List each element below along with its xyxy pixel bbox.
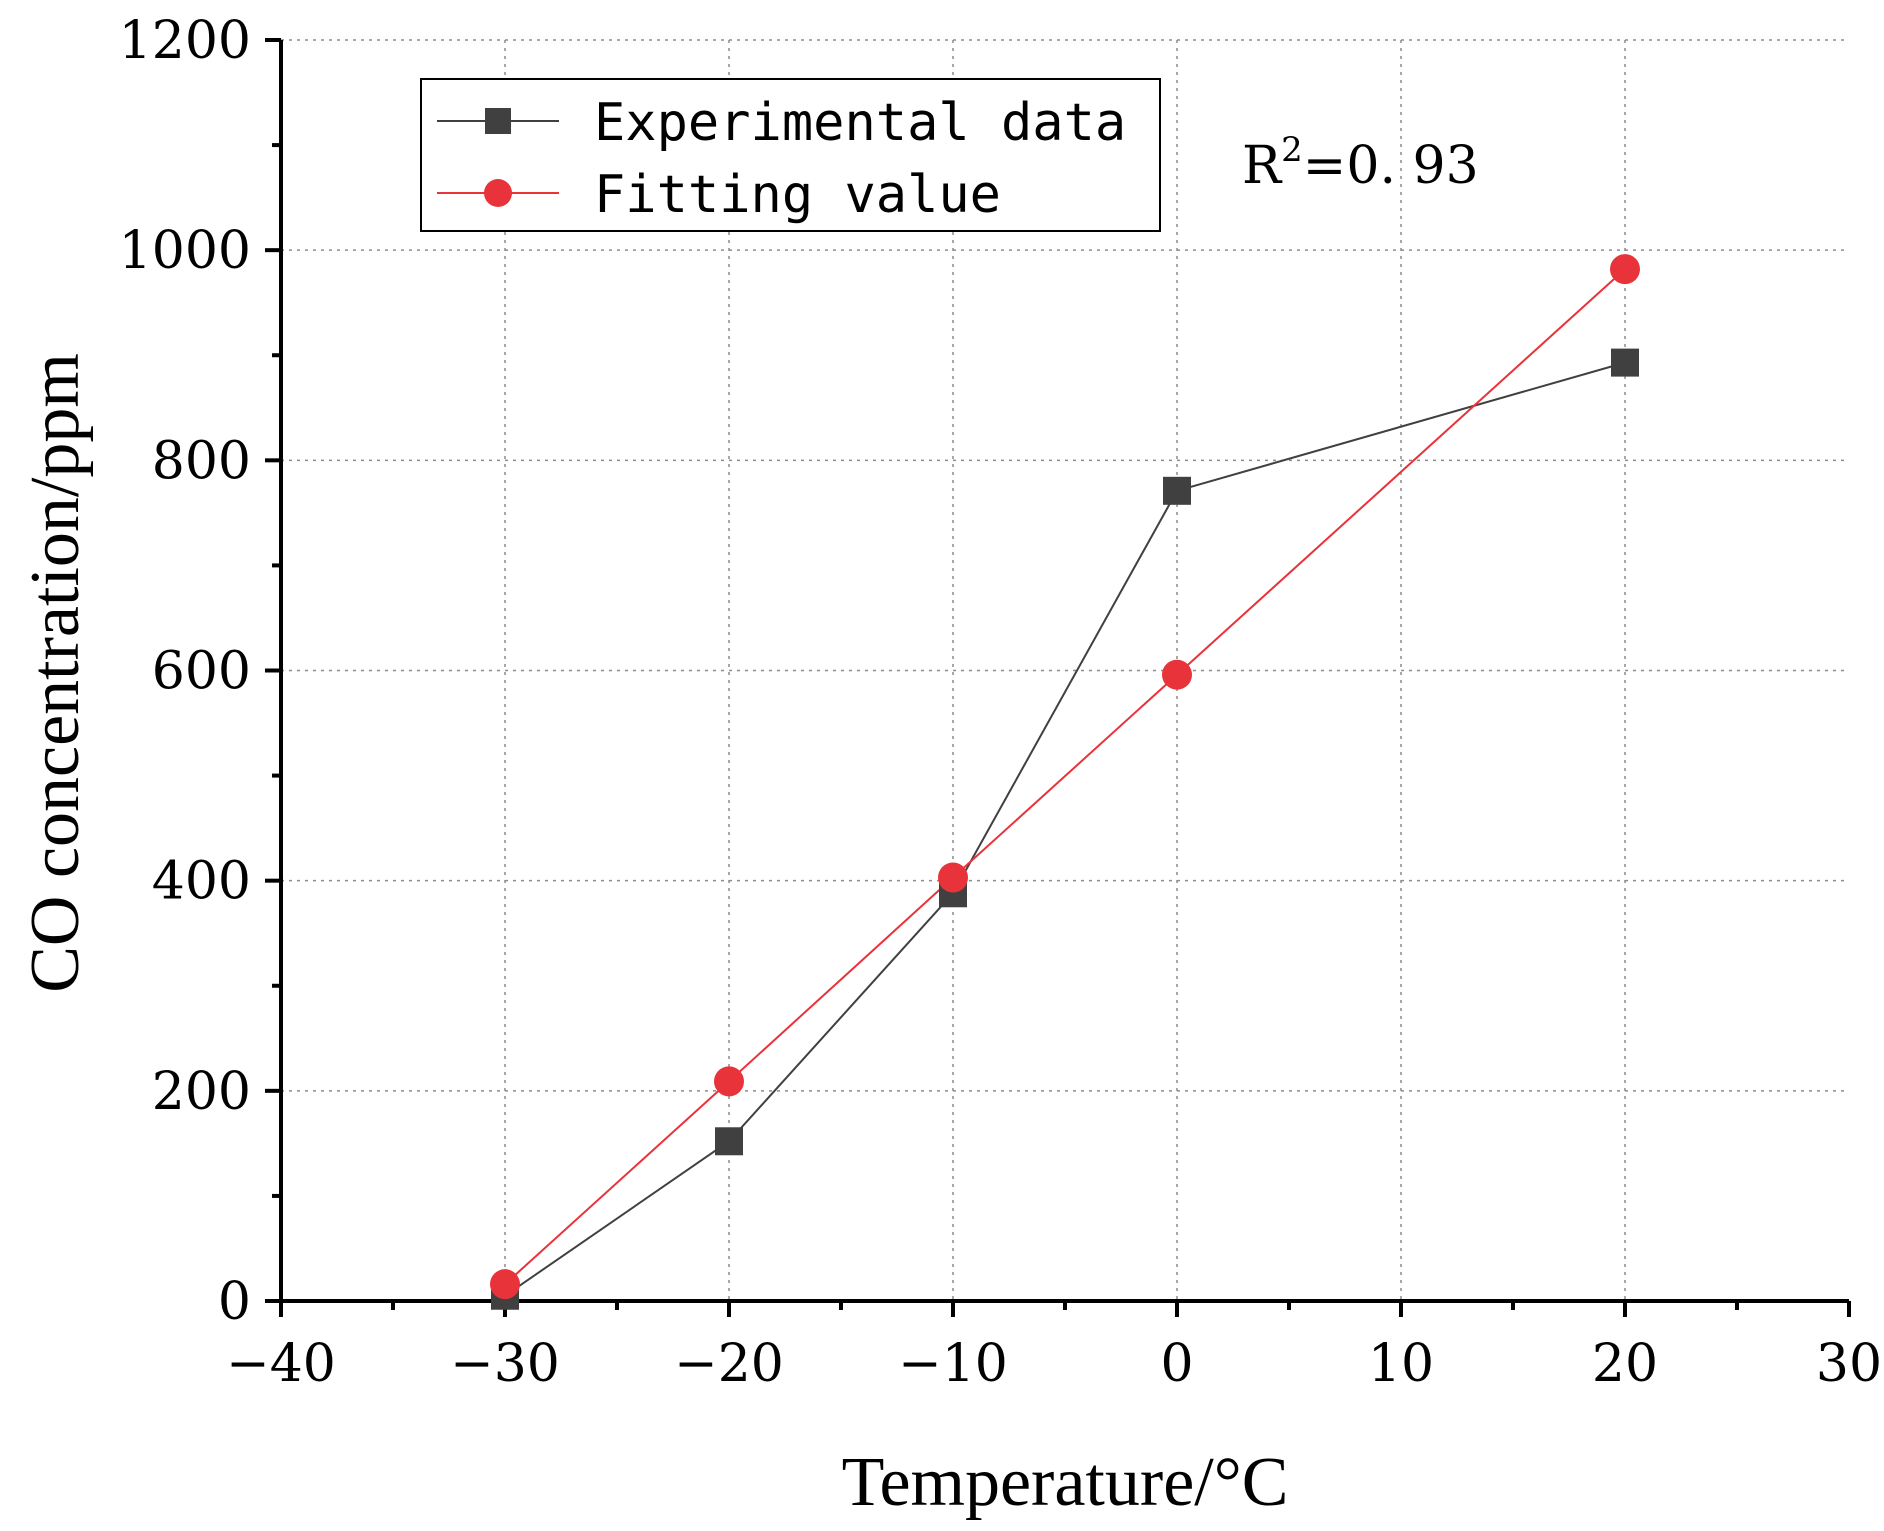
experimental-data-point xyxy=(1611,348,1639,377)
y-tick-label: 200 xyxy=(152,1062,251,1122)
x-tick-label: 20 xyxy=(1592,1334,1658,1394)
fitting-value-point xyxy=(1610,254,1640,285)
legend-marker-fitting xyxy=(484,179,512,207)
r-squared-superscript: 2 xyxy=(1281,130,1303,170)
axes-layer: −40 −30 −20 −10 0 10 20 30 0 200 400 600 800 1000 1200 xyxy=(119,11,1882,1394)
legend-marker-experimental xyxy=(485,108,511,134)
fitting-value-point xyxy=(714,1066,744,1097)
y-tick-label: 0 xyxy=(218,1272,251,1332)
experimental-data-point xyxy=(715,1127,743,1156)
y-tick-label: 1000 xyxy=(119,221,251,281)
y-tick-label: 600 xyxy=(152,642,251,702)
x-tick-label: 10 xyxy=(1368,1334,1434,1394)
x-tick-label: −20 xyxy=(674,1334,784,1394)
y-tick-label: 400 xyxy=(152,852,251,912)
series-layer xyxy=(490,254,1640,1310)
legend-label-experimental: Experimental data xyxy=(594,93,1126,153)
x-tick-label: −30 xyxy=(450,1334,560,1394)
series-line-fitting xyxy=(504,268,1626,1285)
legend-label-fitting: Fitting value xyxy=(594,165,1001,225)
experimental-data-point xyxy=(1163,476,1191,505)
r-squared-base: R xyxy=(1242,136,1283,196)
x-tick-label: −40 xyxy=(226,1334,336,1394)
y-axis-title: CO concentration/ppm xyxy=(17,353,94,993)
fitting-value-point xyxy=(1162,659,1192,690)
r-squared-value: =0. 93 xyxy=(1303,136,1479,196)
y-tick-label: 1200 xyxy=(119,11,251,71)
x-tick-label: 30 xyxy=(1816,1334,1882,1394)
fitting-value-point xyxy=(490,1269,520,1300)
legend: Experimental data Fitting value xyxy=(420,78,1161,232)
legend-box xyxy=(420,78,1161,232)
x-tick-label: 0 xyxy=(1160,1334,1193,1394)
x-tick-label: −10 xyxy=(898,1334,1008,1394)
x-axis-title: Temperature/°C xyxy=(842,1444,1289,1521)
y-tick-label: 800 xyxy=(152,431,251,491)
r-squared-annotation: R2=0. 93 xyxy=(1242,130,1479,196)
series-line-experimental xyxy=(504,361,1626,1297)
fitting-value-point xyxy=(938,862,968,893)
